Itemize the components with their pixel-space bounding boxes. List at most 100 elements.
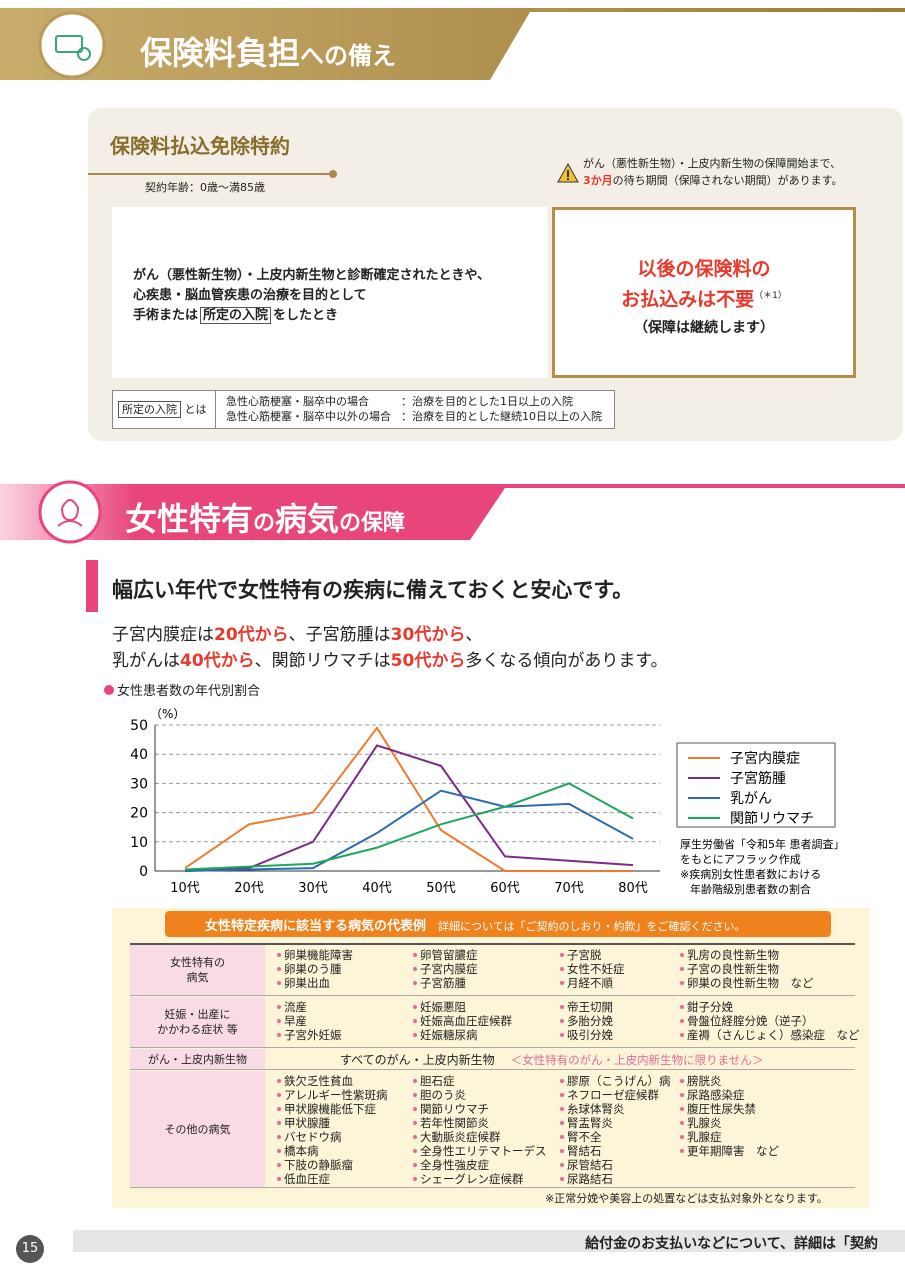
bullet	[680, 1134, 684, 1139]
definition-is: とは	[184, 403, 207, 416]
x-tick-label: 30代	[298, 881, 328, 896]
row-header: 妊娠・出産に かかわる症状 等	[130, 997, 265, 1047]
item: 腎不全	[560, 1130, 671, 1144]
item-text: 卵巣機能障害	[284, 948, 353, 962]
bullet	[277, 1176, 281, 1181]
bullet	[277, 1120, 281, 1125]
condition-line: 手術または	[133, 308, 199, 323]
footer-text: 給付金のお支払いなどについて、詳細は「契約	[585, 1236, 878, 1252]
item: 全身性強皮症	[413, 1158, 547, 1172]
footnote: ※正常分娩や美容上の処置などは支払対象外となります。	[545, 1192, 828, 1205]
series-line	[184, 789, 634, 872]
item: 乳腺症	[680, 1130, 779, 1144]
row-header: 女性特有の 病気	[130, 945, 265, 995]
item-text: 吸引分娩	[567, 1028, 613, 1042]
item-text: 膠原（こうげん）病	[567, 1074, 671, 1088]
y-unit: （%）	[150, 707, 185, 721]
item: 尿路感染症	[680, 1088, 779, 1102]
item-text: 鉗子分娩	[687, 1000, 733, 1014]
bullet	[277, 1018, 281, 1023]
cell-content: すべてのがん・上皮内新生物 ＜女性特有のがん・上皮内新生物に限りません＞	[340, 1051, 763, 1068]
definition-term: 所定の入院 とは	[118, 401, 207, 418]
item: 若年性関節炎	[413, 1116, 547, 1130]
heading-main: 女性特有	[125, 500, 254, 538]
definition-rows: 急性心筋梗塞・脳卒中の場合 ：治療を目的とした1日以上の入院 急性心筋梗塞・脳卒中以…	[226, 394, 602, 424]
warning: がん（悪性新生物）・上皮内新生物の保障開始まで、 3か月の待ち期間（保障されない期…	[583, 155, 843, 189]
row-header-cell	[130, 1049, 265, 1069]
item-text: 尿路感染症	[687, 1088, 745, 1102]
text: 、関節リウマチは	[254, 651, 391, 671]
bullet	[560, 1092, 564, 1097]
item-column: 卵管留膿症 子宮内膜症 子宮筋腫	[413, 948, 478, 990]
bullet	[413, 952, 417, 957]
y-tick-label: 0	[139, 864, 148, 880]
paragraph-line: 子宮内膜症は20代から、子宮筋腫は30代から、	[112, 622, 668, 648]
y-tick-label: 40	[130, 747, 148, 763]
item-text: 妊娠糖尿病	[420, 1028, 478, 1042]
bullet	[413, 1176, 417, 1181]
item-text: 腎結石	[567, 1144, 602, 1158]
item: 産褥（さんじょく）感染症 など	[680, 1028, 860, 1042]
item: ネフローゼ症候群	[560, 1088, 671, 1102]
y-tick-label: 20	[130, 806, 148, 822]
source-note: をもとにアフラック作成	[680, 853, 801, 866]
heading-main: 保険料負担	[140, 34, 301, 72]
series-line	[184, 782, 634, 871]
item-text: 低血圧症	[284, 1172, 330, 1186]
bullet	[277, 1032, 281, 1037]
item: 子宮外妊娠	[277, 1028, 342, 1042]
bullet	[413, 1004, 417, 1009]
item-text: 子宮の良性新生物	[687, 962, 779, 976]
item: 腹圧性尿失禁	[680, 1102, 779, 1116]
item: 糸球体腎炎	[560, 1102, 671, 1116]
bullet	[680, 1148, 684, 1153]
paragraph: 子宮内膜症は20代から、子宮筋腫は30代から、 乳がんは40代から、関節リウマチは…	[112, 622, 668, 674]
item: 更年期障害 など	[680, 1144, 779, 1158]
definition-rule: ：治療を目的とした継続10日以上の入院	[401, 410, 602, 423]
bullet	[277, 1004, 281, 1009]
text: 、子宮筋腫は	[288, 625, 391, 645]
item-text: 胆石症	[420, 1074, 455, 1088]
item: 帝王切開	[560, 1000, 613, 1014]
bullet	[277, 952, 281, 957]
warning-period: 3か月	[583, 174, 613, 187]
bullet	[560, 1004, 564, 1009]
item-text: 月経不順	[567, 976, 613, 990]
legend-label: 関節リウマチ	[730, 810, 814, 827]
item-text: 更年期障害 など	[687, 1144, 779, 1158]
definition-case: 急性心筋梗塞・脳卒中の場合	[226, 395, 369, 408]
source-note: 厚生労働省「令和5年 患者調査」	[680, 837, 845, 851]
benefit-line: お払込みは不要	[621, 288, 755, 311]
item-column: 卵巣機能障害 卵巣のう腫 卵巣出血	[277, 948, 353, 990]
item-text: 甲状腺機能低下症	[284, 1102, 376, 1116]
item: 骨盤位経腟分娩（逆子）	[680, 1014, 860, 1028]
heading-sub: の	[253, 511, 276, 536]
bullet	[277, 1134, 281, 1139]
bullet	[413, 980, 417, 985]
condition: がん（悪性新生物）・上皮内新生物と診断確定されたときや、 心疾患・脳血管疾患の治療…	[133, 266, 490, 326]
bullet	[277, 1092, 281, 1097]
item-text: 若年性関節炎	[420, 1116, 489, 1130]
item: 早産	[277, 1014, 342, 1028]
item: 鉄欠乏性貧血	[277, 1074, 388, 1088]
heading-main: 病気	[275, 500, 340, 538]
bullet	[277, 966, 281, 971]
bullet	[277, 1162, 281, 1167]
bullet	[560, 952, 564, 957]
item-text: 乳腺症	[687, 1130, 722, 1144]
text: 多くなる傾向があります。	[465, 651, 668, 671]
item: 膠原（こうげん）病	[560, 1074, 671, 1088]
bullet	[104, 685, 114, 695]
bullet	[560, 1176, 564, 1181]
item-column: 胆石症 胆のう炎 関節リウマチ 若年性関節炎 大動脈炎症候群 全身性エリテマトーデス 全身性…	[413, 1074, 547, 1186]
item-text: アレルギー性紫斑病	[284, 1088, 388, 1102]
item-text: 乳腺炎	[687, 1116, 722, 1130]
item-text: 鉄欠乏性貧血	[284, 1074, 353, 1088]
bullet	[560, 1078, 564, 1083]
item: 子宮筋腫	[413, 976, 478, 990]
item: シェーグレン症候群	[413, 1172, 547, 1186]
item-column: 鉄欠乏性貧血 アレルギー性紫斑病 甲状腺機能低下症 甲状腺腫 バセドウ病 橋本病 下肢の静脈…	[277, 1074, 388, 1186]
chart-title-text: 女性患者数の年代別割合	[117, 684, 261, 699]
condition-line: がん（悪性新生物）・上皮内新生物と診断確定されたときや、	[133, 268, 491, 283]
text: 乳がんは	[112, 651, 180, 671]
